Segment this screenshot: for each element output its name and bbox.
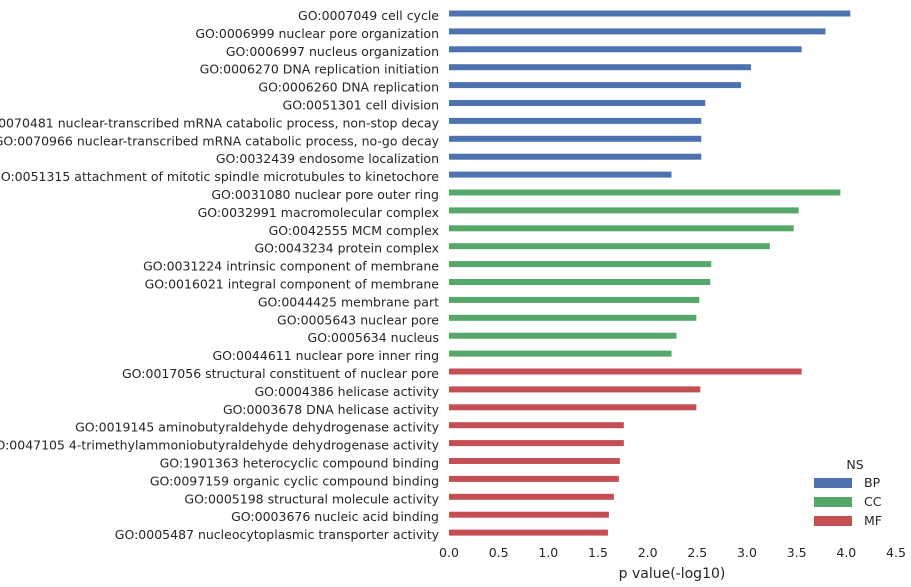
- x-tick-label: 0.5: [489, 545, 509, 560]
- legend-label: MF: [864, 513, 882, 528]
- category-label: GO:0005198 structural molecule activity: [184, 491, 439, 506]
- legend-swatch: [814, 516, 852, 526]
- bar: [449, 279, 711, 285]
- category-label: GO:0032991 macromolecular complex: [198, 205, 439, 220]
- bar: [449, 314, 697, 321]
- bar: [449, 64, 751, 71]
- x-axis-label: p value(-log10): [619, 566, 726, 582]
- category-label: GO:1901363 heterocyclic compound binding: [160, 456, 439, 471]
- category-label: GO:0006999 nuclear pore organization: [195, 26, 439, 41]
- category-label: GO:0004386 helicase activity: [254, 384, 439, 399]
- bar: [449, 153, 702, 160]
- bar: [449, 475, 619, 482]
- category-label: GO:0005634 nucleus: [308, 330, 439, 345]
- category-label: GO:0006260 DNA replication: [258, 80, 439, 95]
- legend-label: BP: [864, 475, 881, 490]
- category-label: GO:0019145 aminobutyraldehyde dehydrogen…: [75, 420, 439, 435]
- bar: [449, 368, 802, 375]
- category-labels-layer: GO:0007049 cell cycle GO:0006999 nuclear …: [0, 8, 440, 542]
- bar: [449, 386, 701, 393]
- category-label: GO:0031080 nuclear pore outer ring: [211, 187, 439, 202]
- bar: [449, 458, 620, 464]
- bar: [449, 207, 799, 214]
- category-label: GO:0007049 cell cycle: [298, 8, 439, 23]
- bar: [449, 243, 770, 250]
- x-tick-label: 1.0: [538, 545, 558, 560]
- x-tick-label: 4.5: [886, 545, 906, 560]
- bar: [449, 422, 624, 429]
- bar: [449, 171, 672, 178]
- category-label: GO:0005487 nucleocytoplasmic transporter…: [115, 527, 440, 542]
- bars-layer: [449, 10, 851, 536]
- bar: [449, 332, 677, 339]
- bar: [449, 82, 742, 89]
- bar: [449, 117, 702, 124]
- category-label: GO:0003676 nucleic acid binding: [231, 509, 439, 524]
- category-label: GO:0005643 nuclear pore: [277, 312, 439, 327]
- category-label: GO:0051301 cell division: [283, 98, 439, 113]
- bar: [449, 28, 826, 35]
- x-tick-label: 4.0: [836, 545, 856, 560]
- category-label: GO:0070481 nuclear-transcribed mRNA cata…: [0, 115, 440, 130]
- category-label: GO:0051315 attachment of mitotic spindle…: [0, 169, 439, 184]
- category-label: GO:0032439 endosome localization: [216, 151, 439, 166]
- category-label: GO:0043234 protein complex: [254, 241, 439, 256]
- bar: [449, 46, 802, 53]
- legend-swatch: [814, 497, 852, 507]
- category-label: GO:0006270 DNA replication initiation: [200, 62, 439, 77]
- bar: [449, 440, 624, 447]
- legend-entries: BP CC MF: [814, 475, 882, 528]
- category-label: GO:0016021 integral component of membran…: [145, 277, 440, 292]
- category-label: GO:0070966 nuclear-transcribed mRNA cata…: [0, 133, 440, 148]
- x-ticks-layer: 0.0 0.5 1.0 1.5 2.0 2.5 3.0 3.5 4.0 4.5: [439, 545, 906, 560]
- category-label: GO:0006997 nucleus organization: [226, 44, 439, 59]
- bar: [449, 100, 706, 106]
- category-label: GO:0044425 membrane part: [258, 294, 439, 309]
- x-tick-label: 3.0: [737, 545, 757, 560]
- x-tick-label: 1.5: [588, 545, 608, 560]
- bar: [449, 10, 851, 17]
- legend-swatch: [814, 478, 852, 488]
- bar: [449, 350, 672, 357]
- legend-label: CC: [864, 494, 882, 509]
- category-label: GO:0047105 4-trimethylammoniobutyraldehy…: [0, 438, 440, 453]
- bar: [449, 511, 609, 518]
- x-tick-label: 0.0: [439, 545, 459, 560]
- x-tick-label: 2.5: [687, 545, 707, 560]
- x-tick-label: 2.0: [638, 545, 658, 560]
- category-label: GO:0031224 intrinsic component of membra…: [143, 259, 439, 274]
- category-label: GO:0097159 organic cyclic compound bindi…: [150, 473, 439, 488]
- category-label: GO:0042555 MCM complex: [269, 223, 439, 238]
- category-label: GO:0017056 structural constituent of nuc…: [122, 366, 439, 381]
- bar: [449, 296, 700, 303]
- bar: [449, 493, 614, 500]
- bar: [449, 404, 697, 411]
- bar: [449, 261, 712, 268]
- x-tick-label: 3.5: [787, 545, 807, 560]
- bar: [449, 189, 841, 196]
- legend-title: NS: [846, 457, 863, 472]
- category-label: GO:0003678 DNA helicase activity: [223, 402, 440, 417]
- category-label: GO:0044611 nuclear pore inner ring: [212, 348, 439, 363]
- bar: [449, 225, 794, 232]
- bar: [449, 135, 702, 142]
- bar: [449, 529, 608, 536]
- legend: NS BP CC MF: [814, 457, 882, 528]
